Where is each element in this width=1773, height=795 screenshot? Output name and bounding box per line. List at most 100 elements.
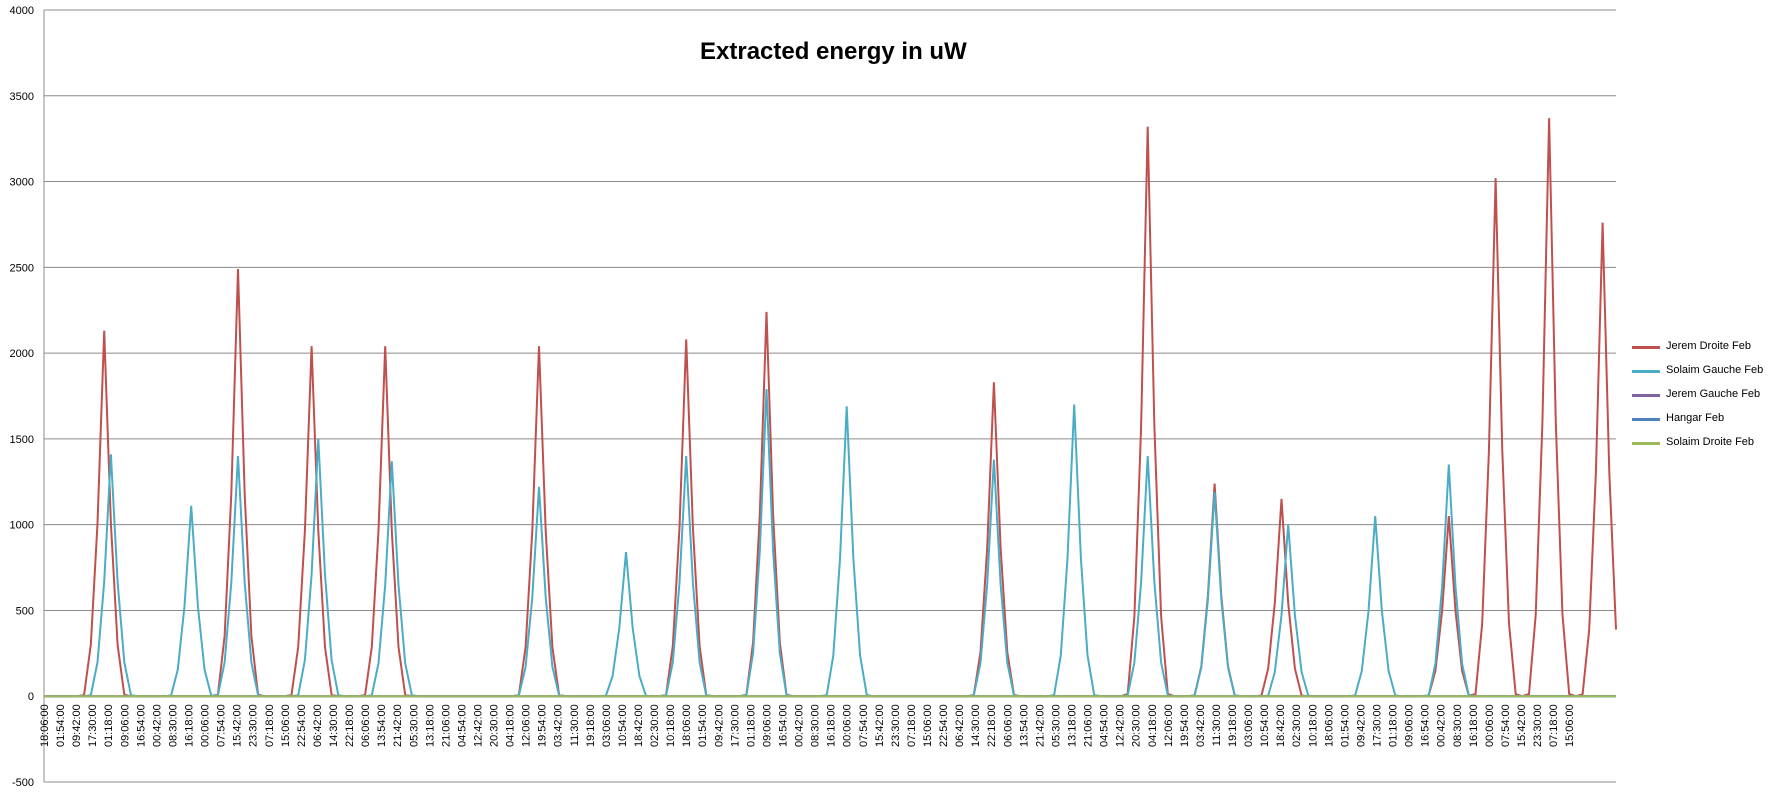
legend-swatch: [1632, 370, 1660, 373]
x-tick-label: 00:42:00: [151, 704, 163, 747]
x-tick-label: 07:18:00: [906, 704, 918, 747]
x-tick-label: 19:18:00: [1227, 704, 1239, 747]
x-tick-label: 07:18:00: [264, 704, 276, 747]
x-tick-label: 06:06:00: [1002, 704, 1014, 747]
x-tick-label: 07:54:00: [216, 704, 228, 747]
x-tick-label: 00:42:00: [1436, 704, 1448, 747]
x-tick-label: 12:42:00: [1115, 704, 1127, 747]
x-tick-label: 03:42:00: [553, 704, 565, 747]
x-tick-label: 20:30:00: [489, 704, 501, 747]
x-tick-label: 11:30:00: [1211, 704, 1223, 746]
chart-title: Extracted energy in uW: [700, 38, 967, 65]
x-tick-label: 17:30:00: [729, 704, 741, 747]
x-tick-label: 11:30:00: [569, 704, 581, 746]
legend-swatch: [1632, 418, 1660, 421]
x-tick-label: 04:54:00: [1099, 704, 1111, 747]
x-tick-label: 09:42:00: [71, 704, 83, 747]
x-tick-label: 15:06:00: [1564, 704, 1576, 747]
x-tick-label: 01:18:00: [745, 704, 757, 747]
x-tick-label: 16:54:00: [1420, 704, 1432, 747]
x-tick-label: 00:42:00: [794, 704, 806, 747]
x-tick-label: 06:42:00: [312, 704, 324, 747]
x-tick-label: 00:06:00: [200, 704, 212, 747]
x-tick-label: 08:30:00: [810, 704, 822, 747]
x-tick-label: 20:30:00: [1131, 704, 1143, 747]
legend-label: Solaim Droite Feb: [1666, 436, 1755, 448]
x-tick-label: 16:18:00: [183, 704, 195, 747]
x-tick-label: 16:54:00: [778, 704, 790, 747]
x-tick-label: 03:42:00: [1195, 704, 1207, 747]
x-tick-label: 14:30:00: [328, 704, 340, 747]
x-tick-label: 23:30:00: [890, 704, 902, 747]
x-tick-label: 10:18:00: [665, 704, 677, 747]
x-tick-label: 19:54:00: [537, 704, 549, 747]
x-tick-label: 22:18:00: [986, 704, 998, 747]
legend-label: Solaim Gauche Feb: [1666, 364, 1764, 376]
x-tick-label: 14:30:00: [970, 704, 982, 747]
x-tick-label: 01:54:00: [697, 704, 709, 747]
x-tick-label: 22:54:00: [296, 704, 308, 747]
x-tick-label: 12:06:00: [1163, 704, 1175, 747]
x-tick-label: 08:30:00: [167, 704, 179, 747]
x-tick-label: 17:30:00: [1372, 704, 1384, 747]
x-tick-label: 02:30:00: [1291, 704, 1303, 747]
x-tick-label: 15:42:00: [1516, 704, 1528, 747]
x-tick-label: 13:18:00: [424, 704, 436, 747]
x-tick-label: 09:42:00: [713, 704, 725, 747]
x-tick-label: 18:06:00: [39, 704, 51, 747]
y-tick-label: 1000: [10, 520, 34, 532]
x-tick-label: 09:06:00: [1404, 704, 1416, 747]
x-tick-label: 02:30:00: [649, 704, 661, 747]
y-tick-label: 1500: [10, 434, 34, 446]
x-tick-label: 10:54:00: [1259, 704, 1271, 747]
x-tick-label: 00:06:00: [1484, 704, 1496, 747]
x-tick-label: 10:18:00: [1307, 704, 1319, 747]
x-tick-label: 01:54:00: [55, 704, 67, 747]
legend-swatch: [1632, 346, 1660, 349]
x-tick-label: 08:30:00: [1452, 704, 1464, 747]
y-tick-label: 2500: [10, 262, 34, 274]
legend-label: Hangar Feb: [1666, 412, 1725, 424]
x-tick-label: 12:06:00: [521, 704, 533, 747]
x-tick-label: 07:54:00: [858, 704, 870, 747]
x-tick-label: 18:42:00: [1275, 704, 1287, 747]
x-tick-label: 04:18:00: [505, 704, 517, 747]
x-tick-label: 21:06:00: [440, 704, 452, 747]
x-tick-label: 00:06:00: [842, 704, 854, 747]
x-tick-label: 06:42:00: [954, 704, 966, 747]
x-tick-label: 04:18:00: [1147, 704, 1159, 747]
x-tick-label: 05:30:00: [1050, 704, 1062, 747]
x-tick-label: 21:06:00: [1083, 704, 1095, 747]
x-tick-label: 06:06:00: [360, 704, 372, 747]
x-tick-label: 21:42:00: [392, 704, 404, 747]
x-tick-label: 17:30:00: [87, 704, 99, 747]
y-tick-label: 3500: [10, 91, 34, 103]
x-tick-label: 10:54:00: [617, 704, 629, 747]
x-tick-label: 18:42:00: [633, 704, 645, 747]
series-line-1: [44, 389, 1616, 698]
x-tick-label: 15:42:00: [232, 704, 244, 747]
x-tick-label: 13:54:00: [376, 704, 388, 747]
y-tick-label: 500: [16, 605, 34, 617]
series-line-0: [44, 118, 1617, 698]
x-tick-label: 15:06:00: [922, 704, 934, 747]
x-tick-label: 07:18:00: [1548, 704, 1560, 747]
x-tick-label: 21:42:00: [1034, 704, 1046, 747]
x-tick-label: 04:54:00: [456, 704, 468, 747]
x-tick-label: 03:06:00: [1243, 704, 1255, 747]
x-tick-label: 15:06:00: [280, 704, 292, 747]
y-tick-label: 4000: [10, 5, 34, 17]
x-tick-label: 09:42:00: [1355, 704, 1367, 747]
x-tick-label: 01:18:00: [1388, 704, 1400, 747]
x-tick-label: 15:42:00: [874, 704, 886, 747]
x-tick-label: 09:06:00: [761, 704, 773, 747]
x-tick-label: 12:42:00: [472, 704, 484, 747]
x-tick-label: 01:18:00: [103, 704, 115, 747]
y-tick-label: 3000: [10, 177, 34, 189]
x-tick-label: 22:54:00: [938, 704, 950, 747]
x-tick-label: 18:06:00: [1323, 704, 1335, 747]
x-tick-label: 16:54:00: [135, 704, 147, 747]
x-tick-label: 22:18:00: [344, 704, 356, 747]
